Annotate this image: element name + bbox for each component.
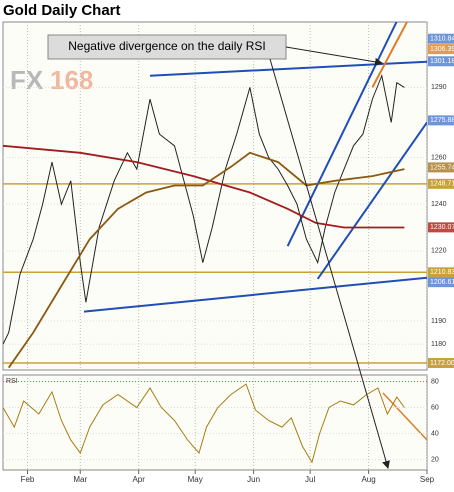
x-tick-label: Jun xyxy=(247,475,260,484)
level-box xyxy=(428,277,454,288)
series-line xyxy=(3,383,405,464)
level-label: 1248.71 xyxy=(430,181,454,188)
level-label: 1230.07 xyxy=(430,224,454,231)
level-label: 1301.18 xyxy=(430,58,454,65)
level-label: 1306.39 xyxy=(430,46,454,53)
rsi-panel xyxy=(2,374,428,471)
trendline xyxy=(371,22,409,88)
arrow xyxy=(285,46,383,66)
series-line xyxy=(3,144,405,229)
title: Gold Daily Chart xyxy=(3,2,121,19)
panel-label: RSI xyxy=(6,378,18,385)
trendline xyxy=(316,121,427,280)
level-box xyxy=(428,178,454,189)
y-tick-label: 80 xyxy=(431,378,439,385)
y-tick-label: 60 xyxy=(431,404,439,411)
level-box xyxy=(428,44,454,55)
x-tick-label: Jul xyxy=(305,475,315,484)
level-box xyxy=(428,222,454,233)
x-tick-label: Apr xyxy=(132,475,145,484)
watermark-num: 168 xyxy=(50,65,93,95)
watermark-fx: FX xyxy=(10,65,44,95)
y-tick-label: 1290 xyxy=(431,84,447,91)
series-line xyxy=(7,151,405,369)
x-tick-label: Feb xyxy=(21,475,35,484)
trendline xyxy=(286,22,398,247)
level-box xyxy=(428,115,454,126)
x-tick-label: Aug xyxy=(361,475,375,484)
level-label: 1310.84 xyxy=(430,36,454,43)
y-tick-label: 1180 xyxy=(431,341,446,348)
level-box xyxy=(428,162,454,173)
x-tick-label: Sep xyxy=(420,475,435,484)
rsi-trendline xyxy=(382,392,427,441)
y-tick-label: 40 xyxy=(431,430,439,437)
annotation-box xyxy=(47,34,287,60)
trendline xyxy=(83,276,427,313)
level-box xyxy=(428,33,454,44)
level-label: 1172.00 xyxy=(430,360,454,367)
x-tick-label: Mar xyxy=(73,475,87,484)
y-tick-label: 1220 xyxy=(431,248,447,255)
y-tick-label: 1190 xyxy=(431,318,446,325)
annotation: Negative divergence on the daily RSI xyxy=(68,39,265,53)
level-label: 1275.88 xyxy=(430,117,454,124)
main-panel xyxy=(2,21,428,371)
level-label: 1255.74 xyxy=(430,164,454,171)
arrow xyxy=(269,58,390,469)
level-label: 1206.61 xyxy=(430,279,454,286)
level-box xyxy=(428,267,454,278)
level-box xyxy=(428,56,454,67)
y-tick-label: 1260 xyxy=(431,154,447,161)
y-tick-label: 1240 xyxy=(431,201,447,208)
level-box xyxy=(428,357,454,368)
x-tick-label: May xyxy=(188,475,203,484)
level-label: 1210.83 xyxy=(430,269,454,276)
series-line xyxy=(3,73,405,345)
y-tick-label: 20 xyxy=(431,456,439,463)
